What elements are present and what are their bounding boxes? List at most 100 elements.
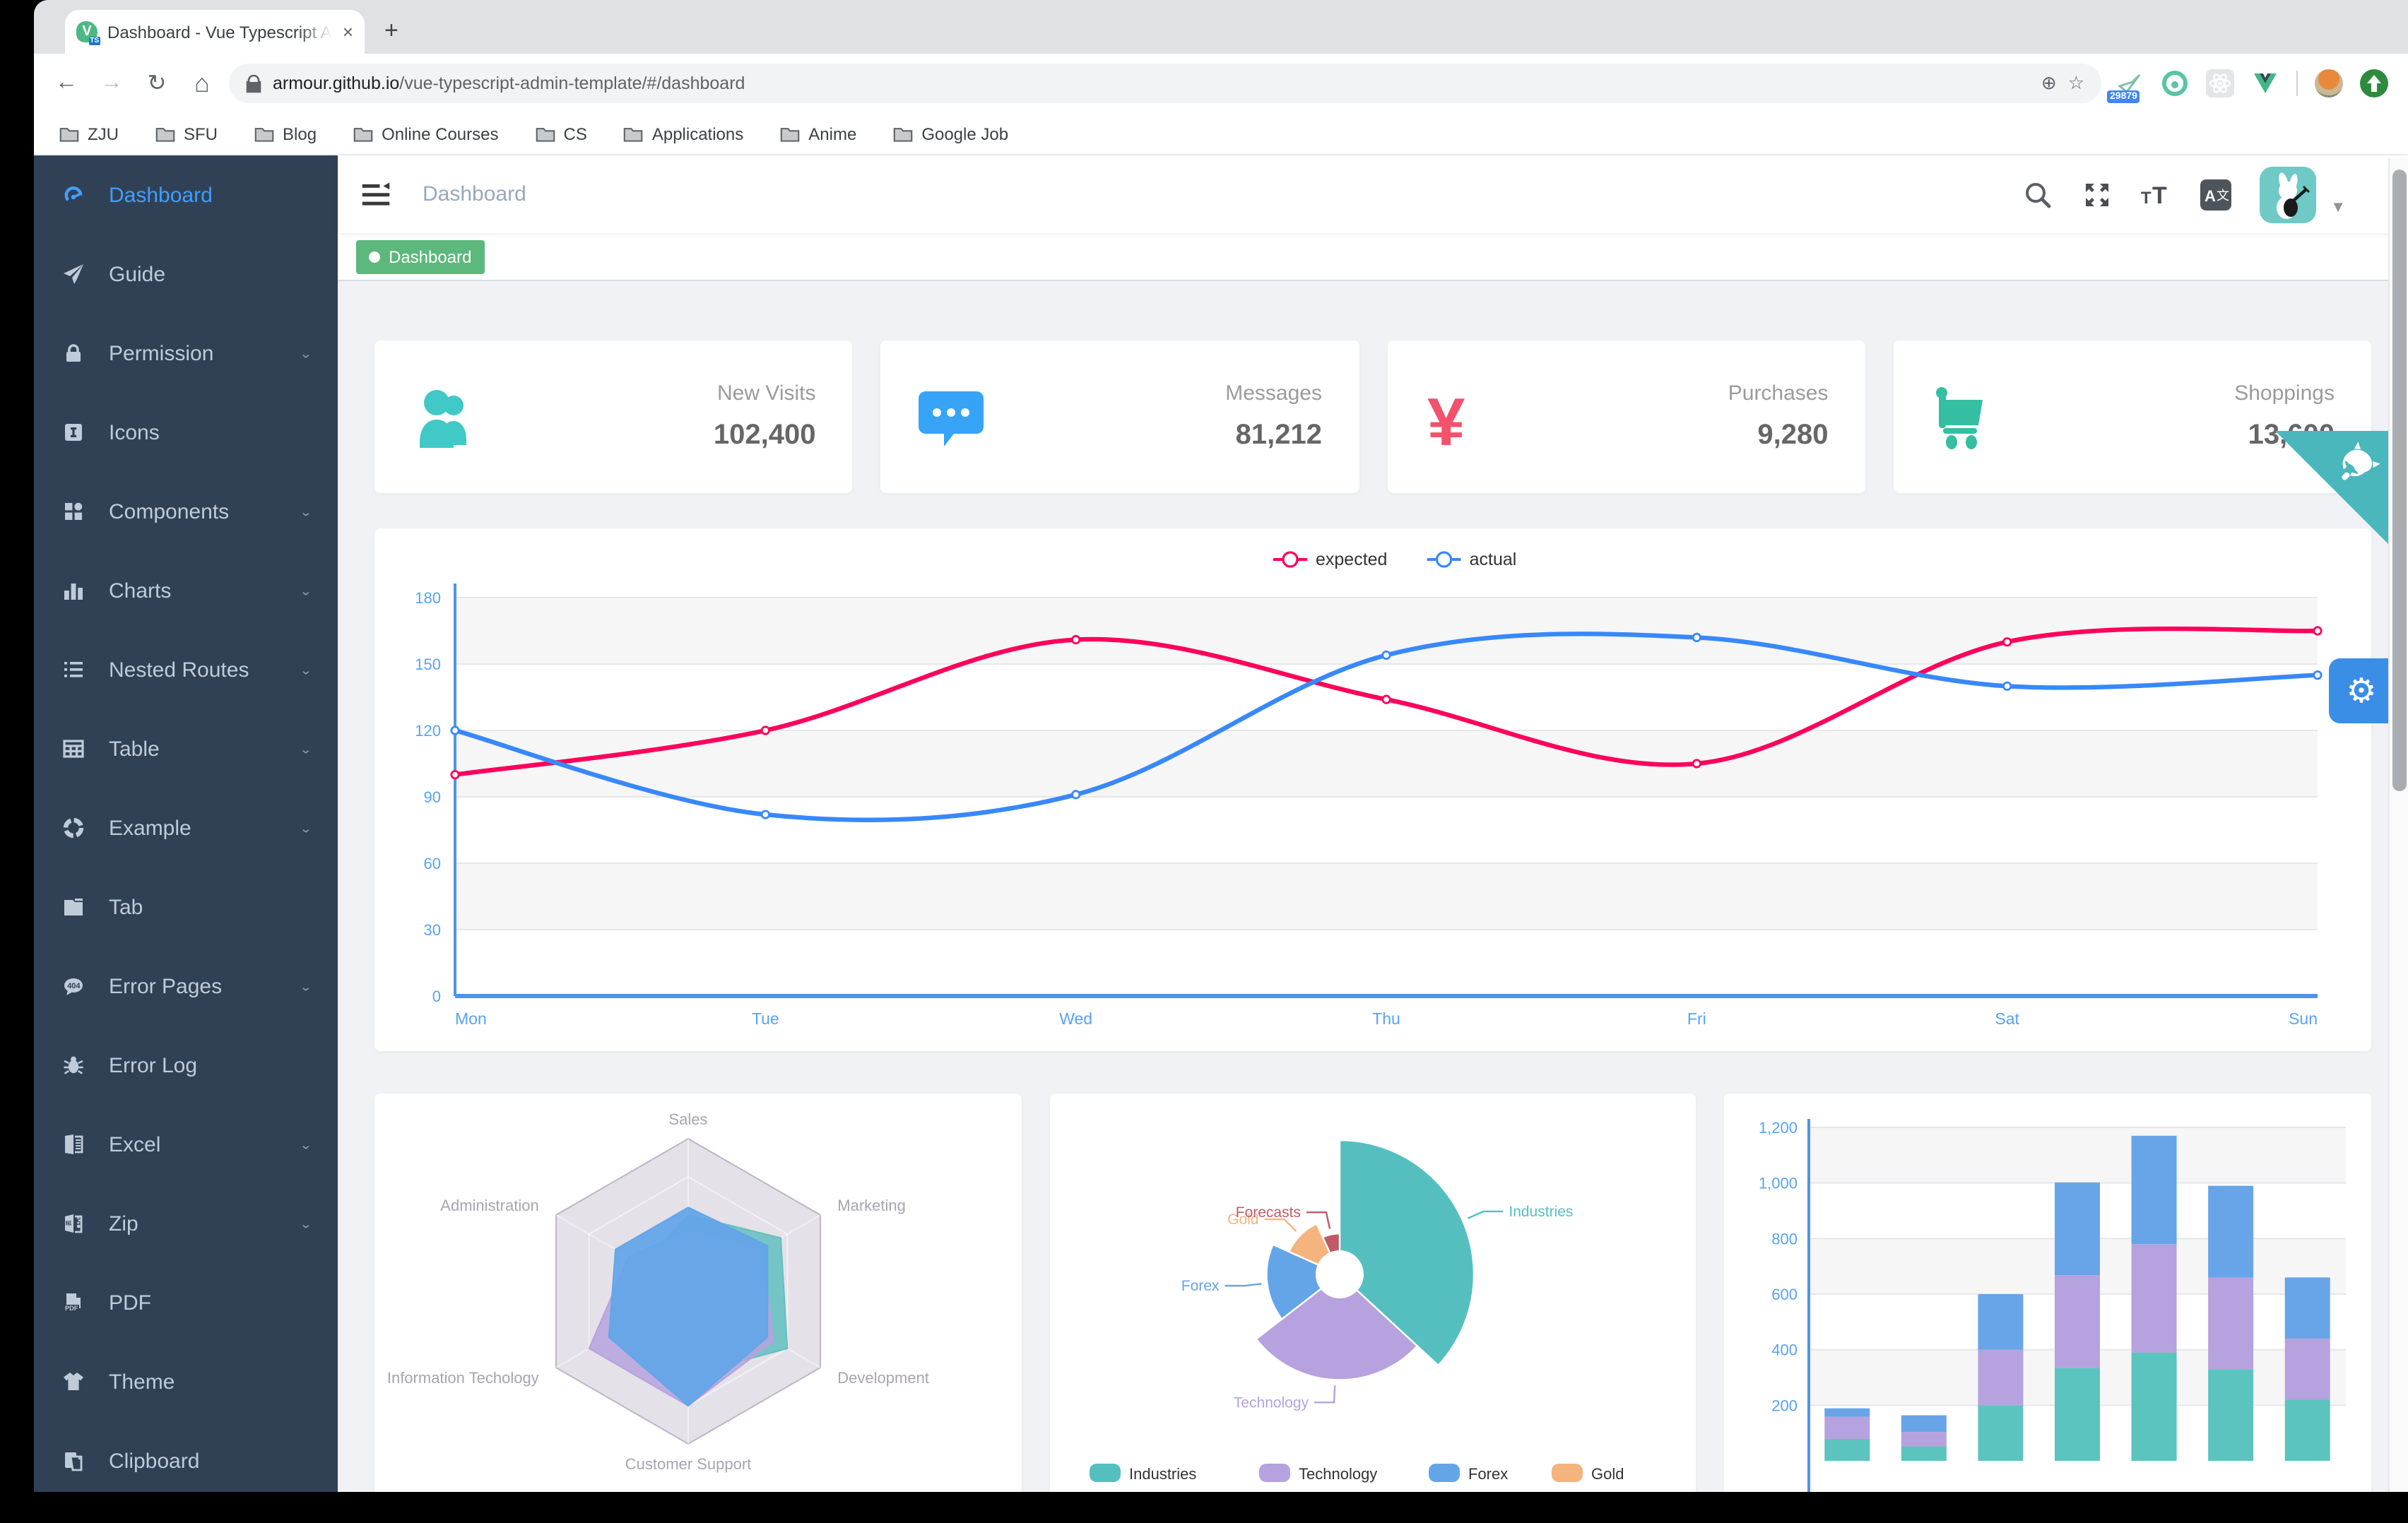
profile-avatar[interactable] — [2315, 69, 2343, 97]
pie-label-technology: Technology — [1233, 1394, 1309, 1411]
settings-button[interactable]: ⚙ — [2329, 658, 2394, 723]
bookmark-item[interactable]: Google Job — [893, 124, 1008, 143]
bar-chart[interactable]: 200 400 600 800 1,000 1,200 — [1725, 1094, 2358, 1492]
stat-card-new-visits[interactable]: New Visits 102,400 — [374, 340, 853, 493]
line-chart-card: 0 30 60 90 120 150 180 Mon Tue Wed Thu Fri Sat Sun exp… — [374, 528, 2371, 1051]
zoom-plus-icon[interactable]: ⊕ — [2041, 72, 2057, 93]
radar-chart[interactable]: Sales Marketing Development Customer Suppor… — [374, 1094, 1003, 1492]
line-chart[interactable]: 0 30 60 90 120 150 180 Mon Tue Wed Thu Fri Sat Sun exp… — [374, 528, 2346, 1051]
github-corner[interactable] — [2275, 431, 2388, 544]
extension-check-icon[interactable]: 29879 — [2107, 69, 2144, 103]
sidebar: Dashboard Guide Permission ⌄ Icons Components… — [34, 155, 338, 1492]
address-bar[interactable]: armour.github.io/vue-typescript-admin-te… — [229, 64, 2101, 103]
pie-legend-item[interactable]: Technology — [1258, 1464, 1377, 1483]
pie-legend-item[interactable]: Forex — [1428, 1464, 1508, 1483]
bar-segment — [2055, 1275, 2101, 1368]
bookmark-item[interactable]: CS — [536, 124, 587, 143]
pie-chart[interactable]: IndustriesTechnologyForexGoldForecastsIn… — [1049, 1094, 1678, 1492]
bookmark-item[interactable]: ZJU — [59, 124, 119, 143]
legend-item-actual[interactable]: actual — [1427, 550, 1517, 569]
sidebar-item-guide[interactable]: Guide — [34, 235, 338, 314]
folder-icon — [59, 127, 79, 141]
x-tick-label: Thu — [1372, 1009, 1400, 1028]
gear-icon: ⚙ — [2346, 672, 2377, 710]
pie-legend-item[interactable]: Gold — [1551, 1464, 1624, 1483]
stat-card-purchases[interactable]: ¥ Purchases 9,280 — [1387, 340, 1865, 493]
charts-icon — [64, 583, 83, 600]
chevron-down-icon[interactable]: ▼ — [2330, 198, 2346, 215]
sidebar-item-icons[interactable]: Icons — [34, 393, 338, 472]
update-icon[interactable] — [2360, 69, 2388, 97]
bar-segment — [2055, 1182, 2101, 1276]
back-icon[interactable]: ← — [55, 71, 78, 95]
sidebar-item-dashboard[interactable]: Dashboard — [34, 155, 338, 235]
bookmark-label: Applications — [651, 124, 744, 143]
bookmark-item[interactable]: Online Courses — [353, 124, 499, 143]
vue-devtools-icon[interactable] — [2251, 69, 2279, 97]
tag-dot — [369, 251, 380, 262]
dashboard-content: New Visits 102,400 Messages 81,212 ¥ Purchase… — [338, 281, 2408, 1492]
bar-segment — [1824, 1438, 1870, 1461]
close-tab-icon[interactable]: × — [342, 21, 353, 42]
fullscreen-icon[interactable] — [2082, 179, 2113, 210]
tags-view: Dashboard — [338, 233, 2408, 281]
page-scrollbar[interactable] — [2388, 158, 2408, 1492]
tag-dashboard[interactable]: Dashboard — [356, 239, 485, 273]
search-icon[interactable] — [2022, 179, 2053, 210]
svg-text:0: 0 — [432, 988, 441, 1005]
browser-tab[interactable]: V TS Dashboard - Vue Typescript Ad × — [65, 10, 365, 54]
user-avatar[interactable] — [2260, 166, 2317, 223]
sidebar-item-nested-routes[interactable]: Nested Routes ⌄ — [34, 630, 338, 709]
sidebar-item-pdf[interactable]: PDF PDF — [34, 1263, 338, 1342]
bookmark-star-icon[interactable]: ☆ — [2067, 72, 2084, 93]
bookmark-label: Blog — [283, 124, 317, 143]
new-tab-button[interactable]: + — [384, 17, 399, 44]
scrollbar-thumb[interactable] — [2392, 170, 2407, 791]
chevron-down-icon: ⌄ — [299, 980, 312, 994]
bookmark-item[interactable]: Anime — [780, 124, 856, 143]
sidebar-item-theme[interactable]: Theme — [34, 1342, 338, 1421]
pie-legend-item[interactable]: Industries — [1089, 1464, 1196, 1483]
sidebar-item-excel[interactable]: Excel ⌄ — [34, 1105, 338, 1184]
chevron-down-icon: ⌄ — [299, 1217, 312, 1231]
sidebar-item-example[interactable]: Example ⌄ — [34, 788, 338, 867]
bar-segment — [2285, 1399, 2331, 1461]
x-tick-label: Fri — [1687, 1009, 1706, 1028]
svg-text:60: 60 — [424, 855, 441, 872]
sidebar-item-table[interactable]: Table ⌄ — [34, 709, 338, 788]
sidebar-item-error-log[interactable]: Error Log — [34, 1026, 338, 1105]
radar-axis-label: Administration — [440, 1197, 538, 1214]
sidebar-item-charts[interactable]: Charts ⌄ — [34, 551, 338, 630]
stat-card-messages[interactable]: Messages 81,212 — [880, 340, 1359, 493]
stat-cards-row: New Visits 102,400 Messages 81,212 ¥ Purchase… — [374, 340, 2371, 493]
sidebar-item-permission[interactable]: Permission ⌄ — [34, 314, 338, 393]
sidebar-item-label: Error Pages — [109, 974, 223, 998]
pie-slice-forex — [1265, 1243, 1341, 1320]
bookmark-item[interactable]: SFU — [155, 124, 218, 143]
sidebar-item-zip[interactable]: ZIP Zip ⌄ — [34, 1184, 338, 1263]
sidebar-item-label: Zip — [109, 1211, 138, 1235]
bar-chart-card: 200 400 600 800 1,000 1,200 — [1724, 1094, 2372, 1492]
theme-icon — [64, 1373, 83, 1390]
sidebar-item-tab[interactable]: Tab — [34, 867, 338, 947]
pie-chart-card: Industries Technology Forex Gold Forecasts In… — [1049, 1094, 1696, 1492]
sidebar-item-error-pages[interactable]: 404 Error Pages ⌄ — [34, 947, 338, 1026]
hamburger-icon[interactable] — [360, 179, 391, 210]
bookmark-item[interactable]: Blog — [254, 124, 317, 143]
dashboard-icon — [64, 186, 83, 201]
legend-item-expected[interactable]: expected — [1273, 550, 1387, 569]
sidebar-item-clipboard[interactable]: Clipboard — [34, 1421, 338, 1492]
stat-label: Messages — [1225, 381, 1322, 405]
chevron-down-icon: ⌄ — [299, 584, 312, 598]
react-devtools-icon[interactable] — [2206, 69, 2234, 97]
sidebar-item-components[interactable]: Components ⌄ — [34, 472, 338, 551]
extension-ring-icon[interactable] — [2161, 69, 2189, 97]
forward-icon[interactable]: → — [100, 71, 123, 95]
bookmark-item[interactable]: Applications — [624, 124, 743, 143]
reload-icon[interactable]: ↻ — [147, 72, 167, 96]
pie-label-gold: Gold — [1227, 1211, 1258, 1228]
pdf-icon: PDF — [64, 1293, 81, 1312]
home-icon[interactable]: ⌂ — [194, 69, 210, 97]
